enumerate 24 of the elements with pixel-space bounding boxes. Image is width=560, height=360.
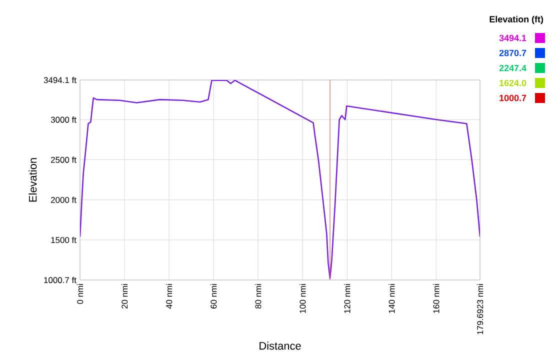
- x-tick-label: 80 nmi: [254, 284, 262, 309]
- x-tick-label: 20 nmi: [121, 284, 128, 309]
- y-tick-label: 1000.7 ft: [44, 276, 76, 284]
- x-tick-label: 140 nmi: [388, 284, 395, 314]
- x-tick-label: 160 nmi: [433, 284, 440, 314]
- text: 2247.4: [499, 64, 526, 72]
- text: 1624.0: [500, 80, 526, 86]
- x-tick-label: 100 nmi: [299, 284, 306, 314]
- x-axis-title: Distance: [260, 342, 301, 350]
- text: 1000.7: [500, 94, 526, 102]
- text: 3494.1: [499, 34, 526, 42]
- y-axis-title: Elevation: [28, 158, 37, 202]
- y-tick-label: 1500 ft: [51, 236, 76, 244]
- x-tick-label: 120 nmi: [344, 284, 350, 314]
- x-tick-label: 179.6923 nmi: [476, 284, 484, 334]
- x-tick-label: 40 nmi: [166, 284, 172, 309]
- x-tick-label: 60 nmi: [210, 284, 217, 308]
- y-tick-label: 3494.1 ft: [44, 76, 76, 84]
- text: 2870.7: [499, 50, 526, 56]
- text: Elevation (ft): [490, 16, 544, 24]
- y-tick-label: 3000 ft: [50, 116, 76, 123]
- y-tick-label: 2500 ft: [51, 156, 76, 163]
- y-tick-label: 2000 ft: [51, 196, 76, 203]
- x-tick-label: 0 nmi: [76, 284, 84, 304]
